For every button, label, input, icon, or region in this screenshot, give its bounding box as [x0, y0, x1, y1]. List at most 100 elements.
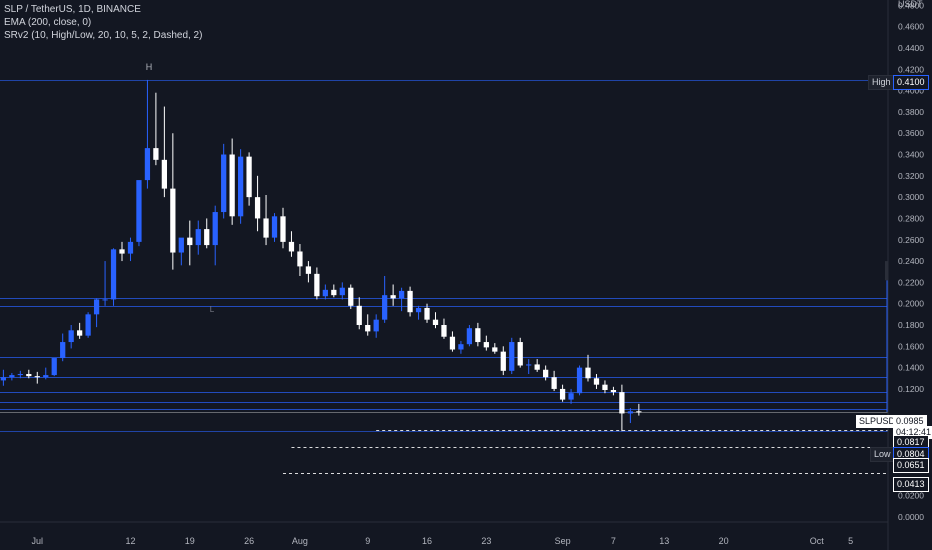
candle-body: [415, 307, 422, 313]
candle-body: [492, 347, 498, 352]
level-3-label: 0.0413: [893, 477, 929, 492]
x-tick-label: 16: [422, 536, 432, 546]
candle-body: [365, 325, 371, 332]
low-tag: Low: [870, 447, 895, 462]
y-tick-label: 0.1400: [898, 363, 924, 373]
high-marker: H: [146, 62, 153, 72]
y-tick-label: 0.4600: [898, 22, 924, 32]
x-tick-label: Jul: [32, 536, 44, 546]
y-tick-label: 0.4800: [898, 0, 924, 10]
y-tick-label: 0.3600: [898, 128, 924, 138]
x-tick-label: Oct: [810, 536, 825, 546]
symbol-legend[interactable]: SLP / TetherUS, 1D, BINANCE: [4, 4, 141, 15]
y-tick-label: 0.1600: [898, 341, 924, 351]
candle-body: [305, 266, 312, 274]
y-tick-label: 0.4400: [898, 43, 924, 53]
candle-body: [432, 319, 439, 325]
candle-body: [636, 411, 642, 413]
candle-body: [102, 299, 108, 301]
x-tick-label: 23: [481, 536, 491, 546]
symbol-price-tag: SLPUSDT: [856, 415, 904, 428]
candle-body: [348, 287, 354, 306]
candle-body: [26, 374, 32, 377]
candle-body: [204, 229, 210, 246]
candle-body: [93, 299, 100, 315]
candle-body: [263, 218, 269, 238]
candle-body: [466, 328, 473, 345]
candle-body: [187, 237, 193, 246]
candle-body: [254, 197, 261, 219]
candle-body: [526, 364, 532, 366]
candle-body: [314, 273, 320, 297]
y-tick-label: 0.3800: [898, 107, 924, 117]
candle-body: [229, 154, 235, 217]
y-tick-label: 0.3000: [898, 192, 924, 202]
candle-body: [441, 325, 447, 337]
candle-body: [373, 319, 379, 332]
candle-body: [610, 390, 617, 393]
candle-body: [449, 336, 456, 350]
candle-body: [85, 314, 91, 336]
candle-body: [475, 328, 481, 343]
candle-body: [593, 378, 600, 385]
candle-body: [458, 344, 464, 350]
candle-body: [543, 369, 549, 378]
y-tick-label: 0.1800: [898, 320, 924, 330]
sr-lines: [0, 80, 888, 474]
candle-body: [551, 377, 557, 389]
candle-body: [0, 377, 7, 381]
level-2-label: 0.0651: [893, 458, 929, 473]
x-tick-label: 5: [848, 536, 853, 546]
y-tick-label: 0.2200: [898, 277, 924, 287]
scroll-handle: [885, 261, 888, 281]
x-tick-label: Aug: [292, 536, 308, 546]
last-price-label: 0.0985: [893, 415, 927, 428]
srv2-legend[interactable]: SRv2 (10, High/Low, 20, 10, 5, 2, Dashed…: [4, 30, 203, 41]
low-marker: L: [210, 305, 215, 314]
y-tick-label: 0.4200: [898, 64, 924, 74]
candle-body: [34, 376, 40, 378]
y-tick-label: 0.2600: [898, 235, 924, 245]
candle-body: [77, 330, 83, 336]
candle-body: [271, 216, 278, 238]
candle-body: [339, 287, 345, 296]
candle-body: [509, 342, 515, 371]
candle-body: [619, 392, 625, 414]
currency-label: USDT: [898, 0, 923, 9]
candle-body: [407, 290, 413, 313]
price-axis[interactable]: 0.4800 0.4600 0.4400 0.4200 0.4000 0.3800 0.36…: [887, 0, 924, 550]
candle-body: [322, 289, 328, 297]
y-tick-label: 0.1200: [898, 384, 924, 394]
candle-body: [9, 375, 15, 378]
candles: [0, 79, 642, 432]
ema-legend[interactable]: EMA (200, close, 0): [4, 17, 92, 28]
candle-body: [136, 180, 142, 242]
candle-body: [280, 216, 286, 242]
x-tick-label: 7: [611, 536, 616, 546]
candle-body: [585, 367, 591, 379]
x-tick-label: 20: [719, 536, 729, 546]
y-tick-label: 0.0000: [898, 512, 924, 522]
candle-body: [110, 249, 117, 300]
candle-body: [68, 330, 74, 343]
candle-body: [170, 188, 176, 253]
candle-body: [559, 388, 566, 400]
candle-body: [178, 237, 184, 253]
candle-body: [60, 342, 66, 359]
candle-body: [576, 367, 583, 394]
y-tick-label: 0.4000: [898, 86, 924, 96]
candle-body: [390, 295, 396, 299]
candle-body: [382, 295, 388, 320]
candle-body: [119, 249, 125, 254]
y-tick-label: 0.2400: [898, 256, 924, 266]
candle-body: [483, 342, 489, 348]
candle-body: [43, 375, 49, 378]
candle-body: [356, 305, 362, 325]
candle-body: [534, 364, 540, 370]
time-axis[interactable]: Jul 12 19 26 Aug 9 16 23 Sep 7 13 20 Oct 5: [0, 521, 888, 546]
x-tick-label: 19: [185, 536, 195, 546]
x-tick-label: 26: [244, 536, 254, 546]
high-tag: High: [868, 75, 895, 90]
